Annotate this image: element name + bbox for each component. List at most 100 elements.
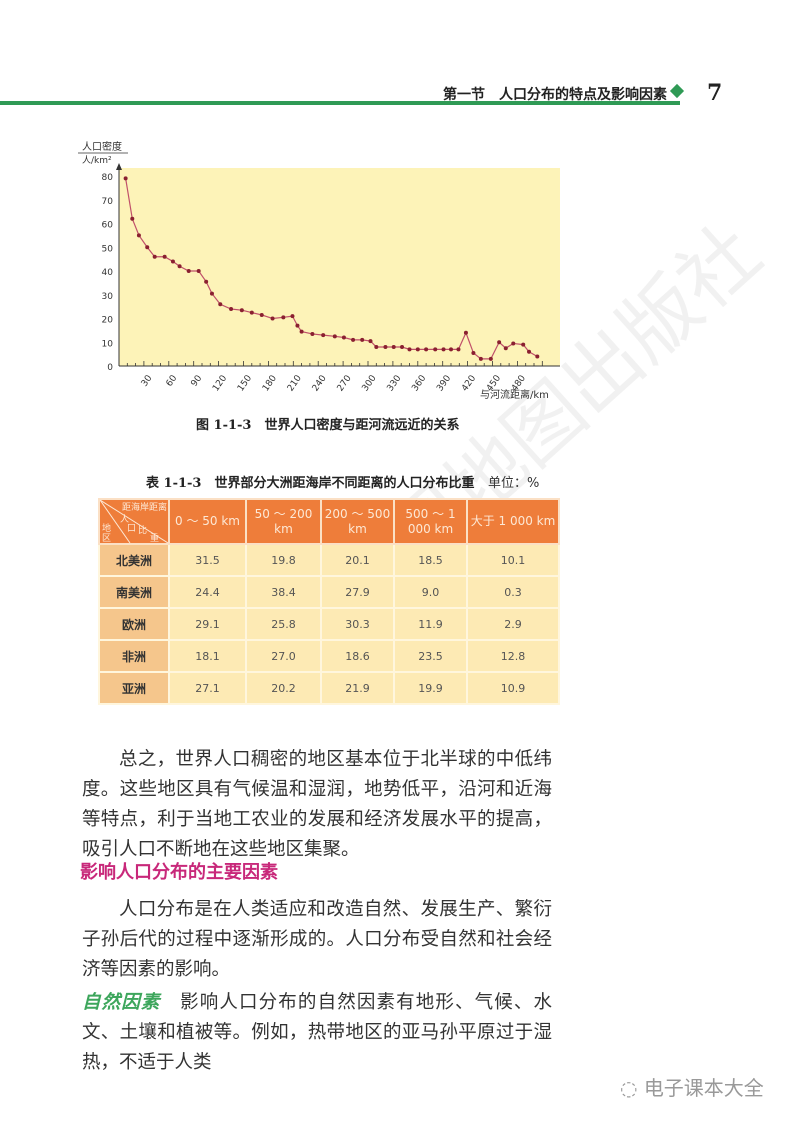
table-cell: 27.1 <box>168 671 247 705</box>
data-point <box>162 254 167 259</box>
page-number: 7 <box>707 80 723 106</box>
row-header: 南美洲 <box>98 575 170 609</box>
corner-label: 比 <box>138 524 147 536</box>
table-cell: 19.9 <box>393 671 468 705</box>
x-tick-label: 210 <box>286 373 304 393</box>
column-header: 500 ～ 1 000 km <box>393 498 468 545</box>
data-point <box>407 347 412 352</box>
y-axis-label-bottom: 人/km² <box>82 155 112 166</box>
data-point <box>229 307 234 311</box>
data-point <box>521 342 526 347</box>
y-tick-label: 60 <box>102 221 114 231</box>
data-point <box>471 350 476 355</box>
logo-text: 电子课本大全 <box>643 1076 764 1100</box>
corner-label: 地 <box>102 522 111 534</box>
row-header: 非洲 <box>98 639 170 673</box>
data-point <box>332 334 337 339</box>
x-tick-label: 180 <box>261 373 279 393</box>
x-tick-label: 90 <box>190 373 205 388</box>
data-point <box>341 335 346 340</box>
density-chart: 人口密度 人/km² 0 10 20 30 40 50 60 70 80 30 60 90 120 150… <box>78 140 560 401</box>
table-cell: 23.5 <box>393 639 468 673</box>
y-tick-label: 0 <box>107 363 113 373</box>
y-axis-arrow-icon <box>116 163 122 170</box>
y-tick-label: 20 <box>102 316 114 326</box>
x-tick-label: 30 <box>140 373 155 388</box>
table-cell: 18.5 <box>393 543 468 577</box>
paragraph-text: 影响人口分布的自然因素有地形、气候、水文、土壤和植被等。例如，热带地区的亚马孙平… <box>82 992 552 1073</box>
table-cell: 38.4 <box>245 575 322 609</box>
y-axis-label-top: 人口密度 <box>82 140 122 153</box>
corner-label: 区 <box>102 533 111 543</box>
data-point <box>415 347 420 352</box>
data-point <box>299 329 304 334</box>
table-cell: 20.1 <box>320 543 395 577</box>
paragraph-text: 总之，世界人口稠密的地区基本位于北半球的中低纬度。这些地区具有气候温和湿润，地势… <box>82 749 552 860</box>
data-point <box>497 340 502 345</box>
table-cell: 27.0 <box>245 639 322 673</box>
section-heading: 影响人口分布的主要因素 <box>80 862 278 883</box>
row-header: 欧洲 <box>98 607 170 641</box>
corner-distance-label: 距海岸距离 <box>122 501 167 513</box>
table-row: 欧洲 29.1 25.8 30.3 11.9 2.9 <box>98 607 560 641</box>
table-cell: 21.9 <box>320 671 395 705</box>
data-point <box>374 345 379 349</box>
data-point <box>218 302 223 307</box>
data-point <box>136 233 141 238</box>
data-point <box>424 347 429 352</box>
data-point <box>321 333 326 338</box>
section-title: 第一节 人口分布的特点及影响因素 <box>443 87 667 103</box>
table-corner-header: 距海岸距离 人 口 比 重 地 区 <box>98 498 170 545</box>
table-cell: 24.4 <box>168 575 247 609</box>
data-point <box>511 341 516 346</box>
table-cell: 11.9 <box>393 607 468 641</box>
data-point <box>488 356 493 361</box>
table-cell: 30.3 <box>320 607 395 641</box>
column-header: 0 ～ 50 km <box>168 498 247 545</box>
table-row: 亚洲 27.1 20.2 21.9 19.9 10.9 <box>98 671 560 705</box>
data-point <box>290 314 295 319</box>
data-point <box>259 312 264 317</box>
x-tick-label: 420 <box>460 373 478 393</box>
x-tick-label: 120 <box>211 373 229 393</box>
data-point <box>209 291 214 296</box>
row-header: 亚洲 <box>98 671 170 705</box>
paragraph-intro: 人口分布是在人类适应和改造自然、发展生产、繁衍子孙后代的过程中逐渐形成的。人口分… <box>82 895 552 985</box>
column-header: 200 ～ 500 km <box>320 498 395 545</box>
data-point <box>310 331 315 336</box>
data-point <box>170 259 175 264</box>
data-point <box>503 346 508 351</box>
table-cell: 20.2 <box>245 671 322 705</box>
x-tick-label: 240 <box>311 373 329 393</box>
data-point <box>295 323 300 328</box>
data-point <box>351 337 356 342</box>
table-cell: 18.1 <box>168 639 247 673</box>
table-row: 非洲 18.1 27.0 18.6 23.5 12.8 <box>98 639 560 673</box>
data-point <box>145 245 150 250</box>
corner-label: 口 <box>127 524 136 534</box>
data-point <box>249 310 254 315</box>
publisher-logo: ◌ 电子课本大全 <box>620 1072 764 1101</box>
wechat-icon: ◌ <box>620 1076 644 1100</box>
data-point <box>383 345 388 349</box>
data-point <box>177 264 182 269</box>
paragraph-summary: 总之，世界人口稠密的地区基本位于北半球的中低纬度。这些地区具有气候温和湿润，地势… <box>82 745 552 865</box>
table-cell: 19.8 <box>245 543 322 577</box>
table-cell: 25.8 <box>245 607 322 641</box>
table-cell: 10.9 <box>466 671 560 705</box>
x-tick-label: 60 <box>165 373 180 388</box>
data-point <box>527 349 532 354</box>
data-point <box>478 356 483 361</box>
corner-label: 重 <box>150 532 159 543</box>
data-point <box>186 269 191 273</box>
table-cell: 27.9 <box>320 575 395 609</box>
table-unit: 单位：% <box>488 476 540 491</box>
diamond-icon <box>669 83 685 99</box>
figure-caption: 图 1-1-3 世界人口密度与距河流远近的关系 <box>196 418 460 433</box>
data-point <box>270 316 275 321</box>
table-row: 北美洲 31.5 19.8 20.1 18.5 10.1 <box>98 543 560 577</box>
table-cell: 12.8 <box>466 639 560 673</box>
x-tick-label: 330 <box>385 373 403 393</box>
data-point <box>456 347 461 352</box>
header-rule <box>0 101 680 105</box>
